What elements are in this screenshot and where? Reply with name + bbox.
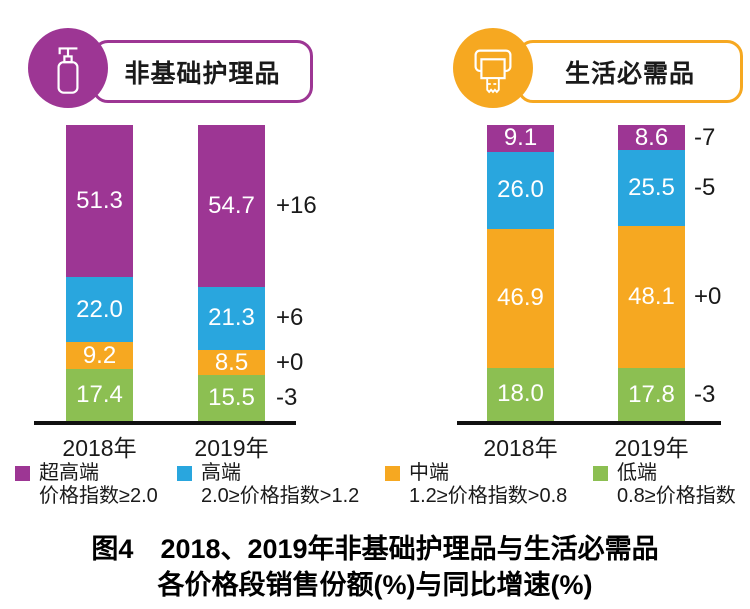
stacked-bar-2019年: 54.7 21.3 8.5 15.5	[198, 125, 265, 421]
legend-label: 中端	[409, 462, 449, 484]
bar-segment-高端: 26.0	[487, 151, 554, 229]
legend-swatch-mid	[385, 466, 400, 481]
segment-value-label: 15.5	[208, 384, 255, 412]
stacked-bar-2019年: 8.6 25.5 48.1 17.8	[618, 125, 685, 421]
segment-value-label: 46.9	[497, 284, 544, 312]
paper-towel-dispenser-glyph	[474, 49, 512, 94]
segment-value-label: 48.1	[628, 283, 675, 311]
segment-value-label: 21.3	[208, 304, 255, 332]
yoy-growth-label: +6	[276, 304, 304, 332]
legend-swatch-low	[593, 466, 608, 481]
panel-title-necessity: 生活必需品	[564, 59, 695, 88]
x-axis-category-label: 2018年	[483, 435, 558, 461]
paper-towel-dispenser-icon	[453, 28, 533, 108]
legend-item-super-premium: 超高端 价格指数≥2.0	[15, 462, 158, 508]
legend-item-low: 低端 0.8≥价格指数	[593, 462, 736, 508]
bar-segment-高端: 25.5	[618, 150, 685, 226]
legend-label: 低端	[617, 462, 657, 484]
panel-title-nonbasic: 非基础护理品	[124, 59, 281, 88]
x-axis-line	[34, 421, 296, 425]
yoy-growth-label: +0	[694, 283, 722, 311]
segment-value-label: 17.8	[628, 380, 675, 408]
bar-segment-低端: 18.0	[487, 367, 554, 421]
bar-segment-中端: 8.5	[198, 348, 265, 376]
yoy-growth-label: +0	[276, 348, 304, 376]
lotion-pump-bottle-glyph	[57, 47, 79, 94]
figure-caption: 图4 2018、2019年非基础护理品与生活必需品 各价格段销售份额(%)与同比…	[0, 531, 750, 603]
figure-caption-line1: 图4 2018、2019年非基础护理品与生活必需品	[91, 534, 659, 564]
x-axis-category-label: 2018年	[62, 435, 137, 461]
figure-caption-line2: 各价格段销售份额(%)与同比增速(%)	[157, 570, 593, 600]
yoy-growth-label: -3	[694, 380, 716, 408]
legend-swatch-premium	[177, 466, 192, 481]
bar-segment-中端: 46.9	[487, 228, 554, 368]
segment-value-label: 26.0	[497, 176, 544, 204]
panel-headers: 非基础护理品 生活必需品	[0, 0, 750, 110]
segment-value-label: 9.2	[82, 341, 117, 369]
yoy-growth-label: -3	[276, 384, 298, 412]
x-axis-category-label: 2019年	[614, 435, 689, 461]
stacked-bar-2018年: 51.3 22.0 9.2 17.4	[66, 125, 133, 421]
bar-segment-低端: 17.4	[66, 369, 133, 421]
legend-swatch-super-premium	[15, 466, 30, 481]
bar-segment-高端: 22.0	[66, 277, 133, 343]
segment-value-label: 25.5	[628, 174, 675, 202]
bar-segment-超高端: 9.1	[487, 125, 554, 152]
panel-title-pill-nonbasic: 非基础护理品	[92, 40, 313, 103]
bar-segment-中端: 48.1	[618, 225, 685, 369]
legend-label: 超高端	[39, 462, 99, 484]
legend-range: 2.0≥价格指数>1.2	[201, 485, 360, 507]
legend-range: 0.8≥价格指数	[617, 485, 736, 507]
bar-segment-超高端: 8.6	[618, 123, 685, 151]
legend-range: 1.2≥价格指数>0.8	[409, 485, 568, 507]
legend-label: 高端	[201, 462, 241, 484]
bar-segment-超高端: 51.3	[66, 125, 133, 278]
segment-value-label: 18.0	[497, 380, 544, 408]
yoy-growth-label: +16	[276, 191, 317, 219]
legend-item-mid: 中端 1.2≥价格指数>0.8	[385, 462, 567, 508]
bar-segment-中端: 9.2	[66, 341, 133, 370]
bar-segment-低端: 17.8	[618, 368, 685, 421]
legend-item-premium: 高端 2.0≥价格指数>1.2	[177, 462, 359, 508]
lotion-pump-bottle-icon	[28, 28, 108, 108]
segment-value-label: 8.5	[214, 348, 249, 376]
yoy-growth-label: -5	[694, 174, 716, 202]
panel-title-pill-necessity: 生活必需品	[517, 40, 743, 103]
segment-value-label: 51.3	[76, 187, 123, 215]
segment-value-label: 17.4	[76, 381, 123, 409]
bar-segment-超高端: 54.7	[198, 125, 265, 287]
legend-range: 价格指数≥2.0	[39, 485, 158, 507]
bar-segment-低端: 15.5	[198, 375, 265, 421]
x-axis-category-label: 2019年	[194, 435, 269, 461]
yoy-growth-label: -7	[694, 123, 716, 151]
segment-value-label: 8.6	[634, 123, 669, 151]
bar-segment-高端: 21.3	[198, 286, 265, 350]
segment-value-label: 22.0	[76, 295, 123, 323]
segment-value-label: 54.7	[208, 191, 255, 219]
x-axis-line	[457, 421, 721, 425]
segment-value-label: 9.1	[503, 124, 538, 152]
stacked-bar-2018年: 9.1 26.0 46.9 18.0	[487, 125, 554, 421]
